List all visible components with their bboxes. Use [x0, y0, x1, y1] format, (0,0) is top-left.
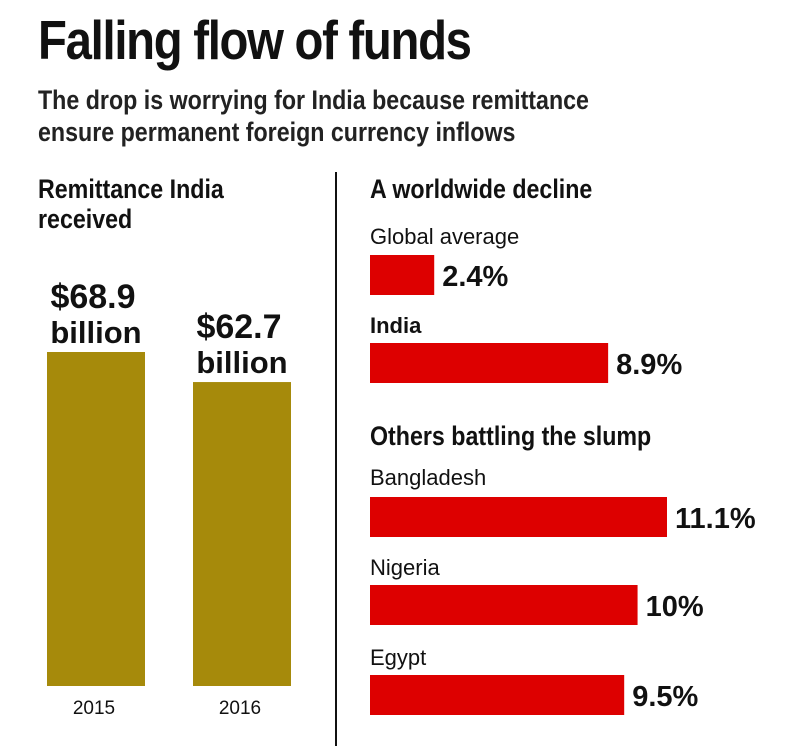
hbar-nigeria: [370, 585, 638, 625]
x-tick-label-2015: 2015: [73, 698, 115, 719]
hbar-value-label-bangladesh: 11.1%: [675, 503, 756, 535]
hbar-global-average: [370, 255, 435, 295]
bar-value-label-2015: $68.9: [50, 278, 135, 316]
subtitle: The drop is worrying for India because r…: [38, 84, 589, 148]
hbar-egypt: [370, 675, 625, 715]
category-label-bangladesh: Bangladesh: [370, 465, 486, 490]
hbar-value-label-egypt: 9.5%: [632, 681, 698, 713]
worldwide-decline-heading: A worldwide decline: [370, 174, 593, 204]
hbar-bangladesh: [370, 497, 667, 537]
category-label-nigeria: Nigeria: [370, 555, 440, 580]
others-heading: Others battling the slump: [370, 421, 652, 451]
category-label-india: India: [370, 313, 422, 338]
hbar-value-label-india: 8.9%: [616, 349, 682, 381]
subtitle-line-2: ensure permanent foreign currency inflow…: [38, 117, 516, 147]
hbar-india: [370, 343, 609, 383]
bar-unit-label-2015: billion: [50, 315, 141, 350]
page-title: Falling flow of funds: [38, 9, 472, 71]
bar-2016: [193, 382, 291, 686]
subtitle-line-1: The drop is worrying for India because r…: [38, 85, 589, 115]
bar-unit-label-2016: billion: [196, 345, 287, 380]
bar-2015: [47, 352, 145, 686]
bar-value-label-2016: $62.7: [196, 308, 281, 346]
hbar-value-label-nigeria: 10%: [646, 591, 704, 623]
remittance-heading-line-1: Remittance India: [38, 174, 224, 204]
category-label-global-average: Global average: [370, 224, 519, 249]
x-tick-label-2016: 2016: [219, 698, 261, 719]
hbar-value-label-global-average: 2.4%: [442, 261, 508, 293]
remittance-heading: Remittance India received: [38, 174, 224, 234]
panel-divider: [335, 172, 337, 746]
remittance-heading-line-2: received: [38, 204, 133, 234]
category-label-egypt: Egypt: [370, 645, 426, 670]
